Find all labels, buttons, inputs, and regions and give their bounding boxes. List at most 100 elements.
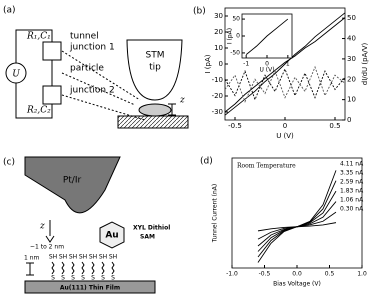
- data-line: [224, 12, 346, 116]
- y-axis-label: Tunnel Current (nA): [212, 184, 219, 243]
- y-tick-label: -10: [212, 76, 223, 84]
- x-tick-label: -0.5: [228, 122, 242, 130]
- x-tick-label: 1.0: [357, 271, 367, 278]
- y-axis-label: I (pA): [227, 28, 234, 44]
- x-axis-label: Bias Voltage (V): [273, 281, 321, 288]
- z-label: z: [179, 96, 185, 106]
- s-label: S: [111, 275, 115, 282]
- y2-tick-label: 20: [347, 75, 356, 83]
- y2-axis-label: dI/dU (pA/V): [361, 42, 369, 85]
- y2-tick-label: 0: [347, 116, 351, 124]
- source-label: U: [12, 70, 20, 80]
- y-tick-label: -30: [212, 108, 223, 116]
- panel-a: [5, 29, 189, 129]
- legend-entry: 0.30 nA: [340, 206, 364, 213]
- length-marker: [26, 262, 34, 276]
- s-label: S: [71, 275, 75, 282]
- tip-label: Pt/Ir: [63, 176, 82, 186]
- junction-box: [42, 41, 62, 61]
- x-tick-label: 0: [265, 61, 269, 68]
- panel-label: (a): [3, 6, 16, 16]
- y-tick-label: 0: [219, 60, 223, 68]
- circuit-wire: [15, 29, 53, 119]
- panel-label: (b): [193, 7, 206, 17]
- sh-label: SH: [79, 254, 87, 261]
- legend-entry: 1.83 nA: [340, 188, 364, 195]
- y-tick-label: -50: [230, 49, 240, 56]
- x-tick-label: -0.5: [259, 271, 271, 278]
- text-label: tunnel: [70, 32, 99, 42]
- x-tick-label: 1: [286, 61, 290, 68]
- sh-label: SH: [109, 254, 117, 261]
- particle-label: Au: [105, 231, 118, 241]
- sam-label: SAM: [140, 234, 155, 241]
- tip-shape: [24, 156, 121, 214]
- legend-entry: 1.06 nA: [340, 197, 364, 204]
- stm-tip: [126, 39, 183, 101]
- y-tick-label: 20: [214, 28, 223, 36]
- data-line: [224, 17, 346, 113]
- sh-label: SH: [59, 254, 67, 261]
- s-label: S: [51, 275, 55, 282]
- substrate-label: Au(111) Thin Film: [60, 285, 120, 292]
- junction-box: [42, 85, 62, 105]
- y2-tick-label: 30: [347, 55, 356, 63]
- text-label: tip: [149, 63, 161, 73]
- substrate: [117, 115, 189, 129]
- panel-c: [24, 156, 156, 294]
- x-tick-label: -1: [243, 61, 249, 68]
- legend-entry: 2.59 nA: [340, 179, 364, 186]
- r1c1-label: R₁,C₁: [26, 32, 51, 42]
- y2-tick-label: 10: [347, 96, 356, 104]
- sh-label: SH: [69, 254, 77, 261]
- legend-entry: 3.35 nA: [340, 170, 364, 177]
- sh-label: SH: [99, 254, 107, 261]
- x-tick-label: 0.5: [329, 122, 340, 130]
- x-tick-label: 0: [283, 122, 287, 130]
- x-tick-label: 0.5: [325, 271, 335, 278]
- legend-entry: 4.11 nA: [340, 161, 364, 168]
- y-tick-label: 0: [236, 33, 240, 40]
- length-label: 1 nm: [24, 255, 40, 262]
- s-label: S: [61, 275, 65, 282]
- z-marker: [168, 103, 176, 116]
- data-line: [245, 18, 289, 55]
- y-tick-label: 30: [214, 12, 223, 20]
- gap-label: ~1 to 2 nm: [30, 244, 64, 251]
- panel-label: (d): [200, 157, 213, 167]
- data-line: [224, 67, 346, 101]
- annotation: Room Temperature: [237, 163, 296, 170]
- x-axis-label: U (V): [259, 67, 274, 74]
- sh-label: SH: [49, 254, 57, 261]
- x-axis-label: U (V): [276, 132, 294, 140]
- s-label: S: [81, 275, 85, 282]
- text-label: junction 1: [69, 43, 115, 53]
- text-label: STM: [146, 51, 165, 61]
- data-line: [224, 65, 346, 103]
- substrate: [24, 280, 156, 294]
- x-tick-label: -1.0: [226, 271, 238, 278]
- particle: [138, 103, 172, 117]
- panel-label: (c): [3, 158, 15, 168]
- data-line: [257, 222, 337, 232]
- au-particle: [99, 221, 125, 249]
- y-tick-label: -20: [212, 92, 223, 100]
- y-axis-label: I (pA): [204, 54, 212, 73]
- z-label: z: [39, 222, 45, 232]
- text-label: particle: [70, 64, 104, 74]
- molecule-chain: [51, 261, 115, 275]
- x-tick-label: 0.0: [292, 271, 302, 278]
- plot-frame: [231, 157, 363, 269]
- r2c2-label: R₂,C₂: [26, 106, 51, 116]
- molecule-label: XYL Dithiol: [133, 225, 170, 232]
- s-label: S: [91, 275, 95, 282]
- y-tick-label: 10: [214, 44, 223, 52]
- z-arrow: [45, 220, 55, 243]
- y2-tick-label: 50: [347, 14, 356, 22]
- s-label: S: [101, 275, 105, 282]
- y2-tick-label: 40: [347, 35, 356, 43]
- y-tick-label: 50: [232, 16, 240, 23]
- text-label: junction 2: [69, 86, 115, 96]
- sh-label: SH: [89, 254, 97, 261]
